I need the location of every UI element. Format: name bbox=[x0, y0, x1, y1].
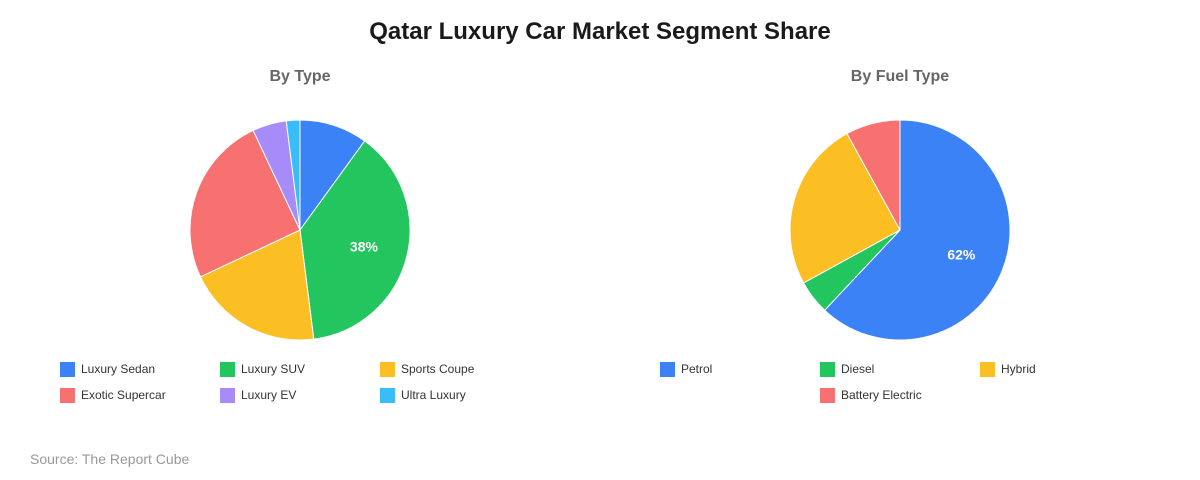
legend-swatch-icon bbox=[220, 387, 235, 403]
pie-panel-by-type: By Type 38% Luxury Sedan Luxury SUV Sports… bbox=[0, 0, 600, 420]
pie-subtitle-by-fuel-type: By Fuel Type bbox=[850, 68, 950, 85]
legend-label: Luxury EV bbox=[241, 388, 297, 402]
legend-item-luxury-ev[interactable]: Luxury EV bbox=[220, 386, 296, 404]
pie-chart-by-fuel-type: 62% bbox=[789, 119, 1011, 341]
legend-swatch-icon bbox=[820, 361, 835, 377]
pie-slice-hybrid[interactable] bbox=[789, 132, 901, 284]
legend-item-hybrid[interactable]: Hybrid bbox=[980, 360, 1036, 378]
legend-swatch-icon bbox=[820, 387, 835, 403]
pie-slice-ultra-luxury[interactable] bbox=[285, 119, 301, 231]
legend-item-exotic-supercar[interactable]: Exotic Supercar bbox=[60, 386, 166, 404]
pie-panel-by-fuel-type: By Fuel Type 62% Petrol Diesel Hybrid Batte… bbox=[600, 0, 1200, 420]
legend-swatch-icon bbox=[380, 387, 395, 403]
pie-subtitle-by-type: By Type bbox=[269, 68, 331, 85]
pie-label-luxury-suv: 38% bbox=[350, 238, 379, 254]
legend-swatch-icon bbox=[220, 361, 235, 377]
legend-label: Sports Coupe bbox=[401, 362, 475, 376]
legend-item-battery-electric[interactable]: Battery Electric bbox=[820, 386, 922, 404]
legend-label: Ultra Luxury bbox=[401, 388, 466, 402]
legend-label: Hybrid bbox=[1001, 362, 1036, 376]
legend-item-sports-coupe[interactable]: Sports Coupe bbox=[380, 360, 474, 378]
legend-swatch-icon bbox=[60, 387, 75, 403]
legend-label: Petrol bbox=[681, 362, 713, 376]
legend-swatch-icon bbox=[660, 361, 675, 377]
pie-slice-sports-coupe[interactable] bbox=[199, 229, 315, 341]
legend-label: Exotic Supercar bbox=[81, 388, 166, 402]
legend-item-luxury-suv[interactable]: Luxury SUV bbox=[220, 360, 305, 378]
pie-slice-exotic-supercar[interactable] bbox=[189, 129, 301, 278]
legend-label: Battery Electric bbox=[841, 388, 922, 402]
legend-item-ultra-luxury[interactable]: Ultra Luxury bbox=[380, 386, 466, 404]
legend-item-diesel[interactable]: Diesel bbox=[820, 360, 874, 378]
pie-chart-by-type: 38% bbox=[189, 119, 411, 341]
chart-title: Qatar Luxury Car Market Segment Share bbox=[369, 18, 831, 45]
legend-label: Diesel bbox=[841, 362, 875, 376]
legend-item-petrol[interactable]: Petrol bbox=[660, 360, 712, 378]
pie-slice-luxury-suv[interactable] bbox=[299, 140, 411, 340]
pie-slice-petrol[interactable] bbox=[823, 119, 1011, 341]
legend-label: Luxury Sedan bbox=[81, 362, 156, 376]
legend-item-luxury-sedan[interactable]: Luxury Sedan bbox=[60, 360, 155, 378]
pie-slice-battery-electric[interactable] bbox=[846, 119, 901, 231]
legend-swatch-icon bbox=[980, 361, 995, 377]
pie-label-petrol: 62% bbox=[947, 246, 976, 262]
legend-swatch-icon bbox=[60, 361, 75, 377]
source-note: Source: The Report Cube bbox=[30, 451, 190, 467]
legend-label: Luxury SUV bbox=[241, 362, 306, 376]
legend-swatch-icon bbox=[380, 361, 395, 377]
